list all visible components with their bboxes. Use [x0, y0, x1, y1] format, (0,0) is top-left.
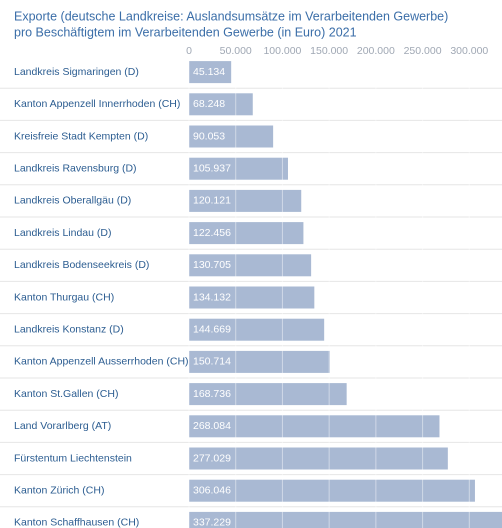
value-label: 120.121	[193, 195, 231, 207]
value-label: 306.046	[193, 484, 231, 496]
bar	[189, 61, 232, 84]
category-label: Kanton Appenzell Innerrhoden (CH)	[14, 98, 180, 110]
chart-title: Exporte (deutsche Landkreise: Auslandsum…	[14, 9, 448, 23]
category-label: Kanton Schaffhausen (CH)	[14, 517, 139, 528]
x-tick-label: 100.000	[263, 45, 301, 57]
category-label: Kanton Zürich (CH)	[14, 484, 104, 496]
bar	[189, 254, 312, 277]
value-label: 268.084	[193, 420, 231, 432]
category-label: Landkreis Lindau (D)	[14, 227, 111, 239]
x-tick-label: 250.000	[404, 45, 442, 57]
x-tick-label: 150.000	[310, 45, 348, 57]
value-label: 134.132	[193, 291, 231, 303]
bar	[189, 350, 330, 373]
category-label: Kreisfreie Stadt Kempten (D)	[14, 130, 148, 142]
bar	[189, 93, 253, 116]
category-label: Landkreis Bodenseekreis (D)	[14, 259, 149, 271]
bar	[189, 415, 440, 438]
value-label: 122.456	[193, 227, 231, 239]
bar	[189, 479, 475, 502]
bar	[189, 125, 274, 148]
category-label: Kanton Thurgau (CH)	[14, 291, 114, 303]
bar	[189, 222, 304, 245]
value-label: 90.053	[193, 130, 225, 142]
bar	[189, 157, 288, 180]
bar	[189, 511, 502, 528]
value-label: 144.669	[193, 323, 231, 335]
category-label: Kanton Appenzell Ausserrhoden (CH)	[14, 356, 189, 368]
category-label: Kanton St.Gallen (CH)	[14, 388, 118, 400]
category-label: Landkreis Oberallgäu (D)	[14, 195, 131, 207]
chart-title: pro Beschäftigtem im Verarbeitenden Gewe…	[14, 25, 357, 39]
value-label: 105.937	[193, 162, 231, 174]
category-label: Fürstentum Liechtenstein	[14, 452, 132, 464]
value-label: 68.248	[193, 98, 225, 110]
value-label: 168.736	[193, 388, 231, 400]
x-tick-label: 0	[186, 45, 192, 57]
value-label: 277.029	[193, 452, 231, 464]
bar	[189, 383, 347, 406]
category-label: Landkreis Ravensburg (D)	[14, 162, 137, 174]
category-label: Land Vorarlberg (AT)	[14, 420, 111, 432]
value-label: 337.229	[193, 517, 231, 528]
bar	[189, 318, 325, 341]
x-tick-label: 50.000	[220, 45, 252, 57]
value-label: 45.134	[193, 66, 225, 78]
category-label: Landkreis Sigmaringen (D)	[14, 66, 139, 78]
category-label: Landkreis Konstanz (D)	[14, 323, 124, 335]
x-tick-label: 200.000	[357, 45, 395, 57]
bar	[189, 286, 315, 309]
value-label: 130.705	[193, 259, 231, 271]
value-label: 150.714	[193, 356, 231, 368]
bar	[189, 189, 302, 212]
x-tick-label: 300.000	[450, 45, 488, 57]
bar	[189, 447, 448, 470]
